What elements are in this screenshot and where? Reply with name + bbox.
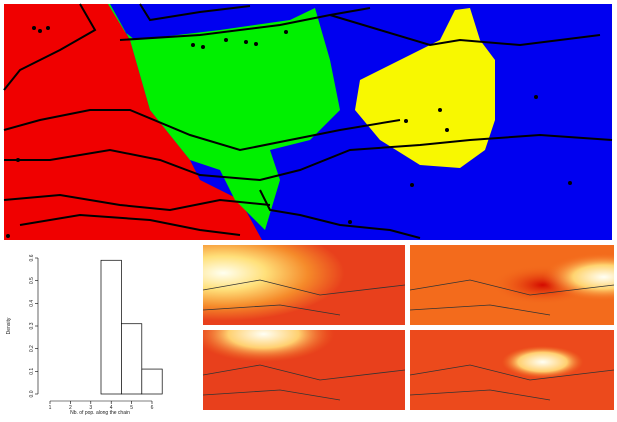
- y-tick-label: 0.0: [29, 390, 35, 397]
- y-axis-label: Density: [6, 317, 12, 334]
- bar: [121, 323, 143, 395]
- region-green: [108, 4, 340, 230]
- x-tick-label: 3: [89, 405, 92, 411]
- y-tick-label: 0.5: [29, 277, 35, 284]
- region-red: [4, 4, 262, 240]
- x-tick-label: 5: [130, 405, 133, 411]
- cluster-map: [3, 3, 613, 240]
- x-tick-label: 1: [49, 405, 52, 411]
- x-axis-label: Nb. of pop. along the chain: [70, 410, 130, 416]
- y-tick-label: 0.6: [29, 254, 35, 261]
- region-yellow: [355, 8, 495, 168]
- bar: [100, 259, 122, 395]
- panel-borders: [202, 279, 615, 401]
- bar: [141, 368, 163, 395]
- panel-4: [410, 330, 614, 410]
- borders: [3, 3, 613, 239]
- panel-1: [203, 245, 405, 325]
- y-tick-label: 0.4: [29, 300, 35, 307]
- x-tick-label: 6: [151, 405, 154, 411]
- panel-3: [203, 330, 405, 410]
- sample-points: [6, 26, 572, 238]
- y-tick-label: 0.2: [29, 345, 35, 352]
- x-tick-label: 2: [69, 405, 72, 411]
- histogram: Density Nb. of pop. along the chain 0.0 0…: [6, 254, 163, 416]
- panel-2: [410, 245, 614, 325]
- posterior-maps: [202, 245, 615, 410]
- x-tick-label: 4: [110, 405, 113, 411]
- y-tick-label: 0.3: [29, 322, 35, 329]
- y-tick-label: 0.1: [29, 368, 35, 375]
